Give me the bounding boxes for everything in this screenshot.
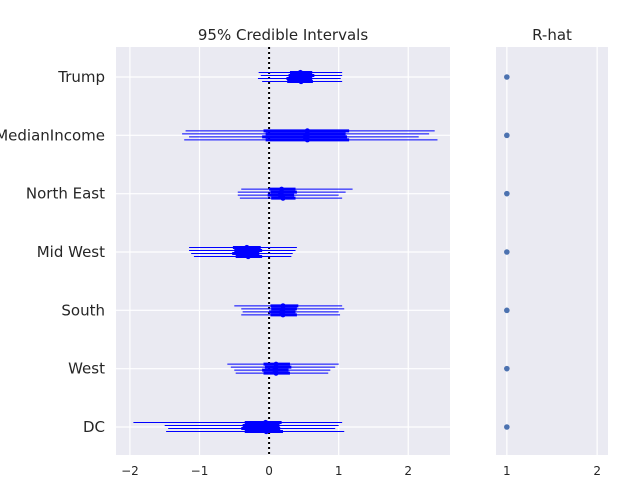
mean-point <box>263 428 269 435</box>
mean-point <box>245 253 251 260</box>
rhat-point <box>504 365 510 372</box>
credible-intervals-panel: Trump MedianIncome North East Mid West South… <box>0 26 450 478</box>
rhat-point <box>504 132 510 139</box>
variable-label: MedianIncome <box>0 126 105 144</box>
variable-labels: Trump MedianIncome North East Mid West South… <box>0 68 105 436</box>
rhat-point <box>504 307 510 314</box>
mean-point <box>280 312 286 318</box>
x-tick-label: 2 <box>404 464 412 478</box>
variable-label: Mid West <box>37 243 105 261</box>
rhat-title: R-hat <box>532 26 572 44</box>
mean-point <box>280 195 286 201</box>
rhat-point <box>504 74 510 80</box>
rhat-point <box>504 249 510 255</box>
x-tick-label: 0 <box>265 464 273 478</box>
rhat-points <box>504 74 510 430</box>
x-tick-label: −1 <box>191 464 209 478</box>
x-tick-label: −2 <box>121 464 139 478</box>
mean-point <box>304 137 310 143</box>
variable-label: South <box>61 301 105 319</box>
rhat-x-tick-label: 2 <box>593 464 601 478</box>
variable-label: North East <box>26 185 105 203</box>
interval-marks <box>133 69 438 435</box>
mean-point <box>273 370 279 376</box>
rhat-point <box>504 424 510 430</box>
x-tick-labels: −2 −1 0 1 2 <box>121 464 412 478</box>
x-tick-label: 1 <box>335 464 343 478</box>
mean-point <box>298 78 304 85</box>
rhat-point <box>504 190 510 197</box>
variable-label: West <box>68 360 105 378</box>
intervals-title: 95% Credible Intervals <box>198 26 368 44</box>
rhat-x-tick-label: 1 <box>503 464 511 478</box>
rhat-plot-area-background <box>496 47 608 455</box>
variable-label: DC <box>83 418 105 436</box>
variable-label: Trump <box>57 68 105 86</box>
